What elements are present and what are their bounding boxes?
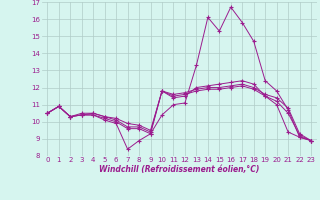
X-axis label: Windchill (Refroidissement éolien,°C): Windchill (Refroidissement éolien,°C) xyxy=(99,165,260,174)
